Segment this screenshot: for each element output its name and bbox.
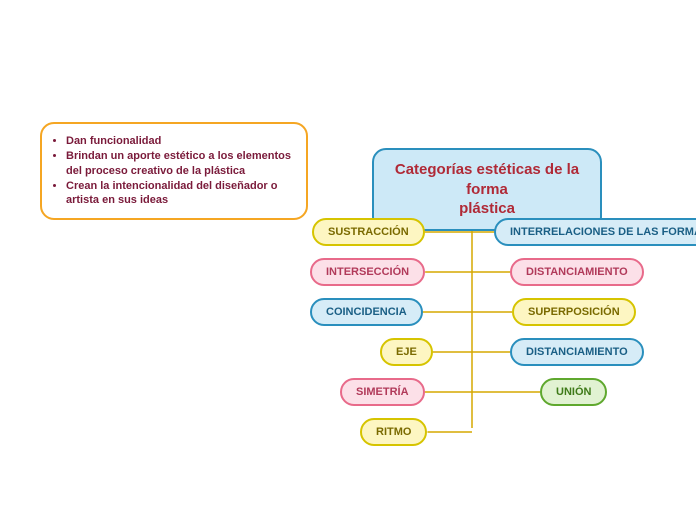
- info-note: Dan funcionalidadBrindan un aporte estét…: [40, 122, 308, 220]
- mindmap-node: EJE: [380, 338, 433, 366]
- info-note-bullet: Crean la intencionalidad del diseñador o…: [66, 179, 292, 209]
- mindmap-node: SUPERPOSICIÓN: [512, 298, 636, 326]
- mindmap-node-label: COINCIDENCIA: [326, 306, 407, 318]
- mindmap-node-label: INTERRELACIONES DE LAS FORMAS: [510, 226, 696, 238]
- mindmap-node: INTERSECCIÓN: [310, 258, 425, 286]
- info-note-list: Dan funcionalidadBrindan un aporte estét…: [56, 134, 292, 208]
- mindmap-node: INTERRELACIONES DE LAS FORMAS: [494, 218, 696, 246]
- mindmap-node: SUSTRACCIÓN: [312, 218, 425, 246]
- mindmap-node-label: DISTANCIAMIENTO: [526, 346, 628, 358]
- mindmap-node-label: RITMO: [376, 426, 411, 438]
- mindmap-node-label: EJE: [396, 346, 417, 358]
- mindmap-node: COINCIDENCIA: [310, 298, 423, 326]
- mindmap-node: DISTANCIAMIENTO: [510, 258, 644, 286]
- mindmap-node: SIMETRÍA: [340, 378, 425, 406]
- info-note-bullet: Dan funcionalidad: [66, 134, 292, 149]
- mindmap-node-label: DISTANCIAMIENTO: [526, 266, 628, 278]
- title-line-2: plástica: [392, 199, 582, 219]
- info-note-bullet: Brindan un aporte estético a los element…: [66, 149, 292, 179]
- mindmap-node-label: SUPERPOSICIÓN: [528, 306, 620, 318]
- mindmap-node: UNIÓN: [540, 378, 607, 406]
- mindmap-node-label: SIMETRÍA: [356, 386, 409, 398]
- title-line-1: Categorías estéticas de la forma: [392, 160, 582, 199]
- mindmap-node: RITMO: [360, 418, 427, 446]
- mindmap-node-label: UNIÓN: [556, 386, 591, 398]
- mindmap-node-label: INTERSECCIÓN: [326, 266, 409, 278]
- mindmap-node-label: SUSTRACCIÓN: [328, 226, 409, 238]
- mindmap-node: DISTANCIAMIENTO: [510, 338, 644, 366]
